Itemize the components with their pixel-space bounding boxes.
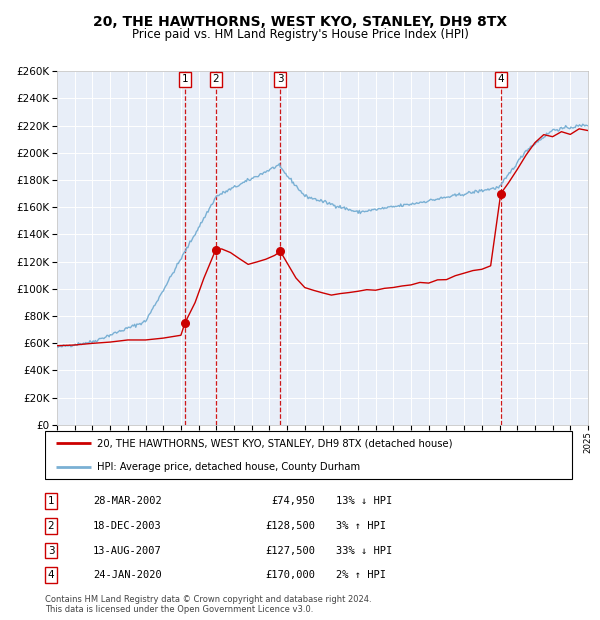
Text: 3: 3 [47, 546, 55, 556]
Text: 1: 1 [182, 74, 188, 84]
Text: Contains HM Land Registry data © Crown copyright and database right 2024.
This d: Contains HM Land Registry data © Crown c… [45, 595, 371, 614]
Text: 1: 1 [47, 496, 55, 506]
Text: 2: 2 [47, 521, 55, 531]
Text: 20, THE HAWTHORNS, WEST KYO, STANLEY, DH9 8TX: 20, THE HAWTHORNS, WEST KYO, STANLEY, DH… [93, 16, 507, 30]
Text: 28-MAR-2002: 28-MAR-2002 [93, 496, 162, 506]
Text: £170,000: £170,000 [265, 570, 315, 580]
Text: 3: 3 [277, 74, 284, 84]
Text: 20, THE HAWTHORNS, WEST KYO, STANLEY, DH9 8TX (detached house): 20, THE HAWTHORNS, WEST KYO, STANLEY, DH… [97, 438, 452, 448]
Text: 18-DEC-2003: 18-DEC-2003 [93, 521, 162, 531]
Text: 4: 4 [497, 74, 504, 84]
Text: 3% ↑ HPI: 3% ↑ HPI [336, 521, 386, 531]
Text: 13% ↓ HPI: 13% ↓ HPI [336, 496, 392, 506]
Text: 33% ↓ HPI: 33% ↓ HPI [336, 546, 392, 556]
Text: HPI: Average price, detached house, County Durham: HPI: Average price, detached house, Coun… [97, 462, 360, 472]
Text: 13-AUG-2007: 13-AUG-2007 [93, 546, 162, 556]
Text: 2: 2 [212, 74, 219, 84]
Text: 4: 4 [47, 570, 55, 580]
Text: £74,950: £74,950 [271, 496, 315, 506]
Text: Price paid vs. HM Land Registry's House Price Index (HPI): Price paid vs. HM Land Registry's House … [131, 28, 469, 41]
Text: £128,500: £128,500 [265, 521, 315, 531]
Text: 2% ↑ HPI: 2% ↑ HPI [336, 570, 386, 580]
Text: £127,500: £127,500 [265, 546, 315, 556]
Text: 24-JAN-2020: 24-JAN-2020 [93, 570, 162, 580]
